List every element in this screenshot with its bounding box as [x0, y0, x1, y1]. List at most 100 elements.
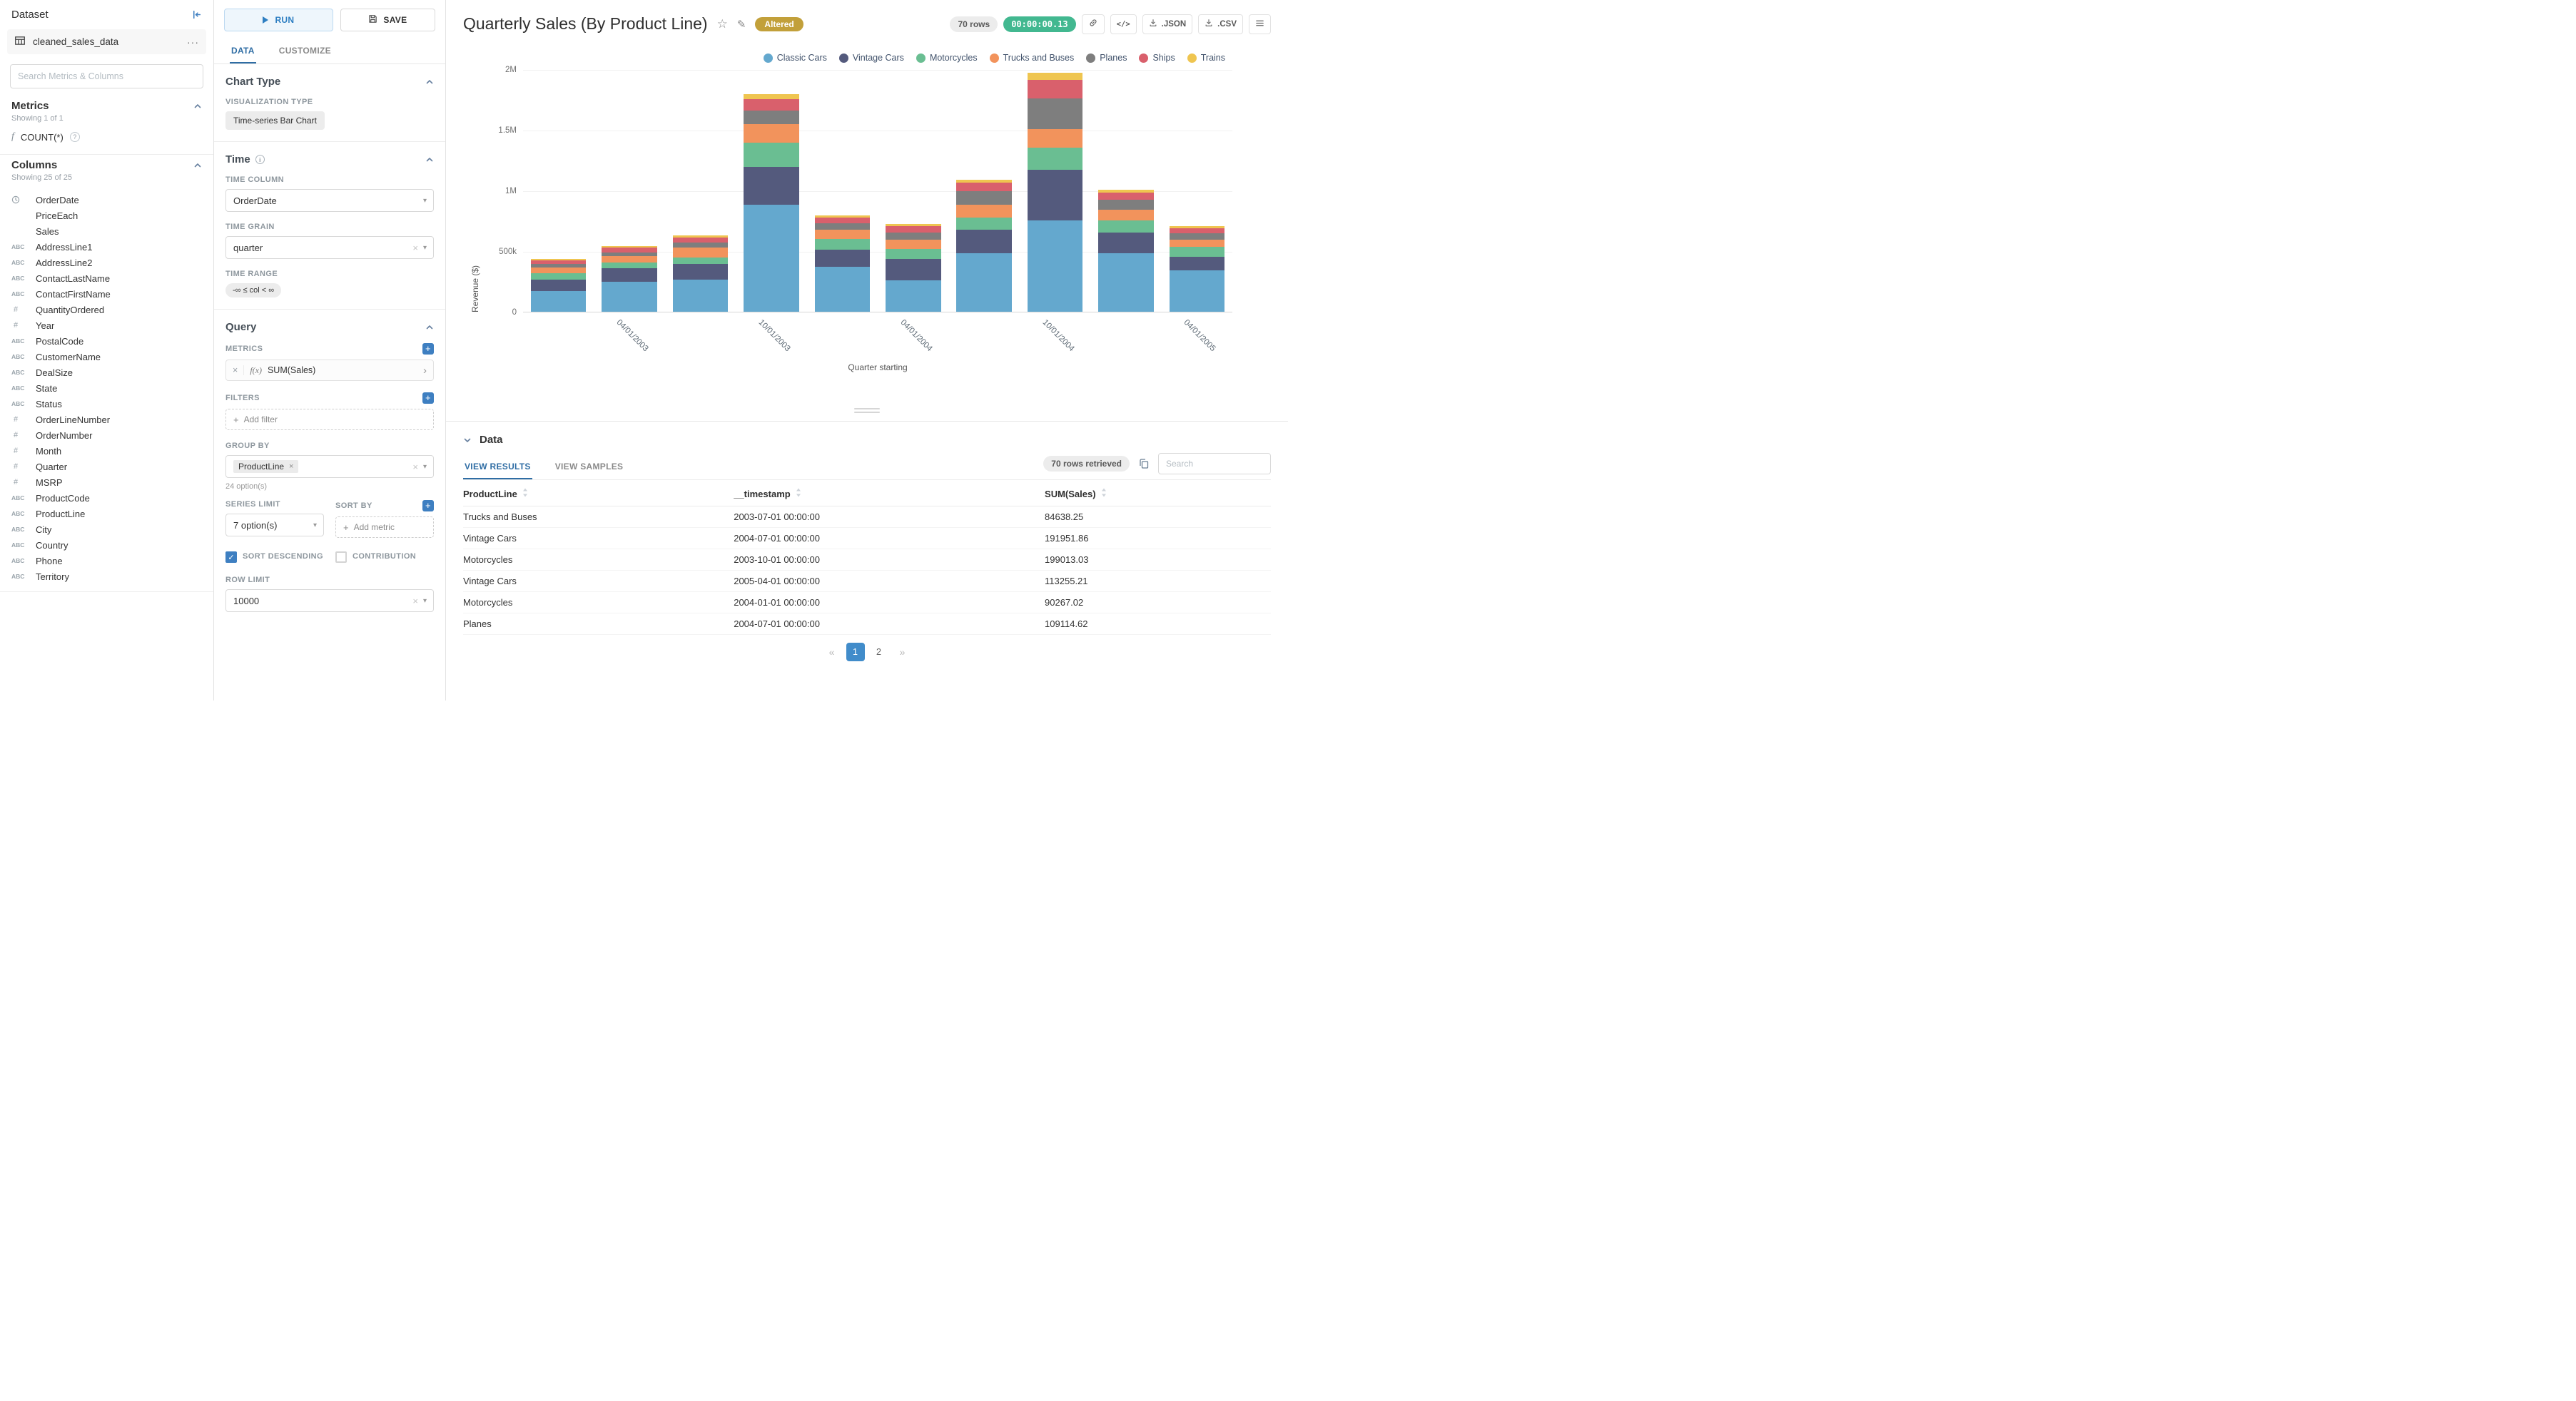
column-item[interactable]: ABC State	[0, 380, 213, 396]
add-filter-button[interactable]: + Add filter	[225, 409, 434, 430]
stacked-bar[interactable]	[885, 224, 941, 312]
sort-descending-checkbox[interactable]: ✓ SORT DESCENDING	[225, 551, 324, 563]
stacked-bar[interactable]	[672, 235, 729, 312]
clear-icon[interactable]: ×	[412, 461, 418, 472]
series-limit-select[interactable]: 7 option(s) ▾	[225, 514, 324, 536]
time-grain-select[interactable]: quarter × ▾	[225, 236, 434, 259]
add-sort-metric-button[interactable]: + Add metric	[335, 516, 434, 538]
column-item[interactable]: ABC CustomerName	[0, 349, 213, 365]
stacked-bar[interactable]	[602, 246, 657, 312]
edit-pencil-icon[interactable]: ✎	[736, 18, 746, 31]
more-menu-button[interactable]	[1249, 14, 1271, 34]
tab-view-results[interactable]: VIEW RESULTS	[463, 454, 532, 479]
stacked-bar[interactable]	[1027, 73, 1083, 312]
legend-item[interactable]: Classic Cars	[763, 53, 827, 63]
legend-item[interactable]: Planes	[1086, 53, 1127, 63]
stacked-bar[interactable]	[814, 215, 871, 312]
metric-item[interactable]: f COUNT(*) ?	[0, 128, 213, 154]
column-item[interactable]: # OrderLineNumber	[0, 412, 213, 427]
legend-item[interactable]: Trucks and Buses	[989, 53, 1074, 63]
group-by-select[interactable]: ProductLine × × ▾	[225, 455, 434, 478]
stacked-bar[interactable]	[956, 180, 1012, 312]
page-button[interactable]: 2	[876, 647, 881, 657]
remove-metric-icon[interactable]: ×	[233, 365, 245, 375]
remove-tag-icon[interactable]: ×	[289, 462, 294, 471]
visualization-type-pill[interactable]: Time-series Bar Chart	[225, 111, 325, 130]
legend-item[interactable]: Trains	[1187, 53, 1225, 63]
dataset-more-icon[interactable]: ···	[187, 36, 199, 48]
legend-item[interactable]: Ships	[1139, 53, 1175, 63]
page-prev-button[interactable]: «	[828, 646, 835, 658]
clear-icon[interactable]: ×	[412, 595, 418, 606]
page-next-button[interactable]: »	[899, 646, 906, 658]
embed-code-button[interactable]: </>	[1110, 14, 1137, 34]
column-item[interactable]: ABC DealSize	[0, 365, 213, 380]
stacked-bar[interactable]	[1098, 190, 1154, 312]
column-item[interactable]: ABC ProductLine	[0, 506, 213, 521]
metric-pill[interactable]: × f(x) SUM(Sales) ›	[225, 360, 434, 381]
collapse-time-icon[interactable]	[425, 156, 434, 164]
column-item[interactable]: ABC Country	[0, 537, 213, 553]
page-button[interactable]: 1	[846, 643, 865, 661]
column-header[interactable]: ProductLine	[463, 488, 734, 499]
panel-resize-handle[interactable]	[854, 406, 880, 415]
row-limit-select[interactable]: 10000 × ▾	[225, 589, 434, 613]
legend-item[interactable]: Motorcycles	[916, 53, 978, 63]
column-item[interactable]: Sales	[0, 223, 213, 239]
results-search-input[interactable]	[1158, 453, 1271, 474]
column-item[interactable]: ABC City	[0, 521, 213, 537]
dataset-selector[interactable]: cleaned_sales_data ···	[7, 29, 206, 54]
contribution-checkbox[interactable]: CONTRIBUTION	[335, 551, 434, 563]
column-item[interactable]: ABC Territory	[0, 569, 213, 584]
tab-customize[interactable]: CUSTOMIZE	[278, 46, 331, 56]
legend-item[interactable]: Vintage Cars	[838, 53, 904, 63]
copy-to-clipboard-icon[interactable]	[1138, 458, 1150, 469]
column-item[interactable]: # QuantityOrdered	[0, 302, 213, 317]
collapse-data-icon[interactable]	[463, 436, 472, 444]
add-sort-metric-plus-button[interactable]: +	[422, 500, 434, 511]
column-header[interactable]: SUM(Sales)	[1045, 488, 1271, 499]
collapse-chart-type-icon[interactable]	[425, 78, 434, 86]
collapse-query-icon[interactable]	[425, 323, 434, 332]
column-item[interactable]: # Month	[0, 443, 213, 459]
export-json-button[interactable]: .JSON	[1142, 14, 1193, 34]
collapse-columns-icon[interactable]	[193, 161, 202, 170]
column-header[interactable]: __timestamp	[734, 488, 1045, 499]
column-item[interactable]: ABC ProductCode	[0, 490, 213, 506]
column-item[interactable]: OrderDate	[0, 192, 213, 208]
stacked-bar[interactable]	[1169, 226, 1225, 312]
favorite-star-icon[interactable]: ☆	[716, 16, 728, 31]
column-item[interactable]: ABC ContactLastName	[0, 270, 213, 286]
time-column-select[interactable]: OrderDate ▾	[225, 189, 434, 212]
column-item[interactable]: # Quarter	[0, 459, 213, 474]
column-item[interactable]: # MSRP	[0, 474, 213, 490]
column-item[interactable]: ABC PostalCode	[0, 333, 213, 349]
run-button[interactable]: RUN	[224, 9, 333, 31]
save-button[interactable]: SAVE	[340, 9, 435, 31]
caret-right-icon[interactable]: ›	[423, 364, 427, 377]
collapse-metrics-icon[interactable]	[193, 102, 202, 111]
add-filter-plus-button[interactable]: +	[422, 392, 434, 404]
tab-data[interactable]: DATA	[230, 39, 256, 63]
clear-icon[interactable]: ×	[412, 242, 418, 253]
collapse-dataset-panel-icon[interactable]	[191, 9, 202, 20]
export-csv-button[interactable]: .CSV	[1198, 14, 1243, 34]
column-item[interactable]: ABC Phone	[0, 553, 213, 569]
time-range-pill[interactable]: -∞ ≤ col < ∞	[225, 283, 282, 297]
column-item[interactable]: # OrderNumber	[0, 427, 213, 443]
stacked-bar[interactable]	[744, 94, 799, 312]
altered-badge[interactable]: Altered	[755, 16, 803, 31]
column-item[interactable]: ABC AddressLine2	[0, 255, 213, 270]
column-item[interactable]: ABC AddressLine1	[0, 239, 213, 255]
column-item[interactable]: ABC Status	[0, 396, 213, 412]
help-icon[interactable]: ?	[69, 132, 80, 142]
column-item[interactable]: ABC ContactFirstName	[0, 286, 213, 302]
column-item[interactable]: # Year	[0, 317, 213, 333]
add-metric-plus-button[interactable]: +	[422, 343, 434, 355]
stacked-bar[interactable]	[530, 259, 587, 312]
metrics-columns-search-input[interactable]	[10, 64, 203, 88]
column-item[interactable]: PriceEach	[0, 208, 213, 223]
time-info-icon[interactable]: i	[255, 155, 265, 164]
copy-link-button[interactable]	[1081, 14, 1105, 34]
tab-view-samples[interactable]: VIEW SAMPLES	[554, 462, 624, 472]
